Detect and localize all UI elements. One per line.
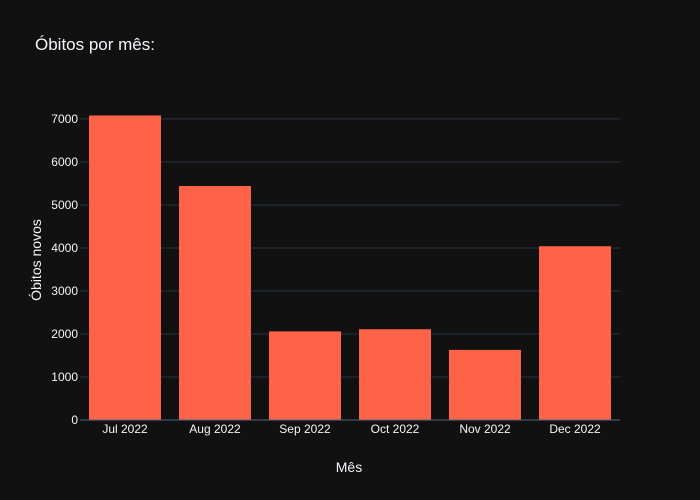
- bar-sep-2022[interactable]: [269, 331, 341, 420]
- y-tick-label: 4000: [51, 241, 78, 255]
- chart-title: Óbitos por mês:: [35, 35, 155, 54]
- x-tick-label: Nov 2022: [459, 422, 511, 436]
- x-tick-label: Aug 2022: [189, 422, 241, 436]
- bar-nov-2022[interactable]: [449, 349, 521, 420]
- y-axis-ticks: 0 1000 2000 3000 4000 5000 6000 7000: [51, 112, 78, 427]
- x-tick-label: Sep 2022: [279, 422, 331, 436]
- x-axis-ticks: Jul 2022 Aug 2022 Sep 2022 Oct 2022 Nov 2022…: [102, 422, 601, 436]
- y-tick-label: 1000: [51, 370, 78, 384]
- bars: [89, 115, 611, 420]
- y-tick-label: 2000: [51, 327, 78, 341]
- bar-aug-2022[interactable]: [179, 186, 251, 420]
- x-tick-label: Oct 2022: [371, 422, 420, 436]
- y-tick-label: 7000: [51, 112, 78, 126]
- x-axis-title: Mês: [336, 459, 362, 475]
- y-tick-label: 5000: [51, 198, 78, 212]
- y-tick-label: 6000: [51, 155, 78, 169]
- bar-dec-2022[interactable]: [539, 246, 611, 420]
- bar-jul-2022[interactable]: [89, 115, 161, 420]
- y-tick-label: 3000: [51, 284, 78, 298]
- x-tick-label: Jul 2022: [102, 422, 148, 436]
- gridlines: [80, 118, 620, 378]
- x-tick-label: Dec 2022: [549, 422, 601, 436]
- bar-oct-2022[interactable]: [359, 329, 431, 420]
- y-axis-title: Óbitos novos: [28, 219, 44, 301]
- y-tick-label: 0: [71, 413, 78, 427]
